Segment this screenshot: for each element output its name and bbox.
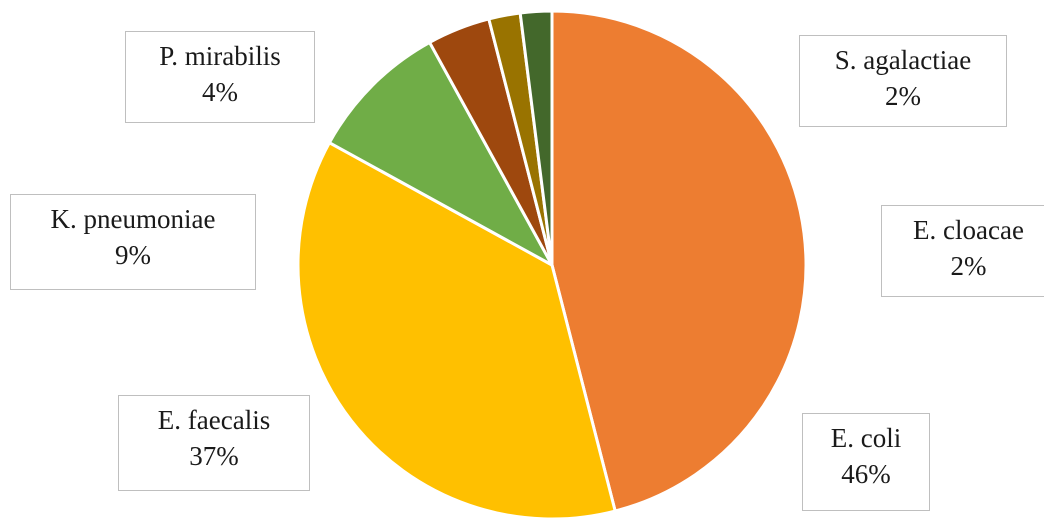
data-label-name: P. mirabilis	[159, 41, 281, 71]
data-label-s-agalactiae: S. agalactiae 2%	[799, 35, 1007, 127]
data-label-name: E. coli	[830, 423, 902, 453]
pie-slice-s-agalactiae	[518, 9, 554, 267]
data-label-percent: 2%	[950, 251, 987, 281]
pie-slice-k-pneumoniae	[327, 40, 554, 267]
data-label-e-faecalis: E. faecalis 37%	[118, 395, 310, 491]
data-label-percent: 2%	[885, 81, 921, 111]
data-label-percent: 4%	[202, 77, 238, 107]
data-label-e-cloacae: E. cloacae 2%	[881, 205, 1044, 297]
data-label-p-mirabilis: P. mirabilis 4%	[125, 31, 315, 123]
data-label-percent: 37%	[189, 441, 239, 471]
data-label-e-coli: E. coli 46%	[802, 413, 930, 511]
data-label-name: E. cloacae	[913, 215, 1024, 245]
pie-slices	[296, 9, 808, 520]
data-label-name: E. faecalis	[157, 405, 271, 435]
data-label-name: S. agalactiae	[834, 45, 972, 75]
pie-slice-e-coli	[550, 9, 808, 513]
pie-slice-e-faecalis	[296, 141, 617, 520]
data-label-percent: 46%	[841, 459, 891, 489]
data-label-k-pneumoniae: K. pneumoniae 9%	[10, 194, 256, 290]
data-label-percent: 9%	[115, 240, 151, 270]
data-label-name: K. pneumoniae	[50, 204, 216, 234]
